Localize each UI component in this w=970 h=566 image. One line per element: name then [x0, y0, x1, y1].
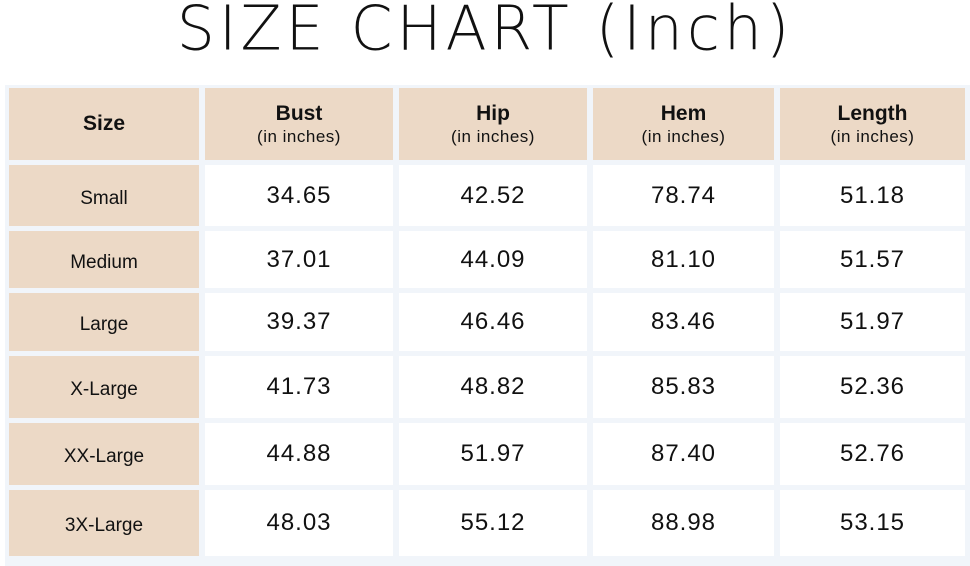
cell-value: 53.15: [839, 509, 906, 536]
cell-value: 37.01: [266, 245, 332, 273]
cell-value: 81.10: [650, 245, 717, 273]
size-label-cell: Small: [9, 165, 199, 226]
cell-value: 51.18: [839, 181, 906, 209]
cell-value: 44.88: [266, 440, 332, 467]
table-cell: 44.09: [399, 231, 587, 288]
cell-value: 78.74: [650, 181, 717, 209]
table-cell: 83.46: [593, 293, 774, 351]
cell-value: 88.98: [650, 509, 717, 536]
cell-value: 83.46: [650, 308, 717, 335]
table-cell: 53.15: [780, 490, 965, 556]
table-cell: 41.73: [205, 356, 393, 418]
size-label-cell: X-Large: [9, 356, 199, 418]
table-cell: 42.52: [399, 165, 587, 226]
size-label-cell: XX-Large: [9, 423, 199, 485]
header-label: Bust: [275, 101, 323, 125]
header-unit: (in inches): [641, 126, 726, 146]
header-cell-bust: Bust (in inches): [205, 88, 393, 160]
size-label-cell: 3X-Large: [9, 490, 199, 556]
cell-value: 87.40: [650, 440, 717, 467]
table-cell: 51.97: [399, 423, 587, 485]
table-cell: 88.98: [593, 490, 774, 556]
size-label: Small: [80, 187, 128, 209]
header-unit: (in inches): [451, 126, 535, 146]
table-cell: 52.76: [780, 423, 965, 485]
table-cell: 48.03: [205, 490, 393, 556]
table-cell: 51.57: [780, 231, 965, 288]
cell-value: 85.83: [650, 373, 717, 400]
table-cell: 34.65: [205, 165, 393, 226]
cell-value: 42.52: [460, 181, 526, 209]
header-label: Hem: [660, 101, 707, 125]
header-label: Length: [837, 101, 908, 125]
header-cell-hem: Hem (in inches): [593, 88, 774, 160]
table-cell: 52.36: [780, 356, 965, 418]
cell-value: 55.12: [460, 509, 526, 536]
size-label: X-Large: [70, 379, 138, 400]
cell-value: 48.82: [460, 373, 526, 400]
header-label: Hip: [476, 101, 510, 125]
size-label-cell: Medium: [9, 231, 199, 288]
cell-value: 46.46: [460, 308, 526, 335]
header-cell-size: Size: [9, 88, 199, 160]
table-cell: 46.46: [399, 293, 587, 351]
header-unit: (in inches): [257, 126, 341, 146]
table-cell: 85.83: [593, 356, 774, 418]
table-cell: 48.82: [399, 356, 587, 418]
header-cell-length: Length (in inches): [780, 88, 965, 160]
cell-value: 52.36: [839, 373, 906, 400]
cell-value: 44.09: [460, 245, 526, 273]
size-label: Medium: [70, 251, 138, 273]
table-cell: 87.40: [593, 423, 774, 485]
table-cell: 39.37: [205, 293, 393, 351]
page-title: SIZE CHART (Inch): [176, 0, 794, 65]
header-unit: (in inches): [830, 126, 915, 146]
cell-value: 51.97: [839, 308, 906, 335]
table-cell: 44.88: [205, 423, 393, 485]
cell-value: 51.97: [460, 440, 526, 467]
table-cell: 81.10: [593, 231, 774, 288]
cell-value: 51.57: [839, 245, 906, 273]
table-cell: 51.97: [780, 293, 965, 351]
header-cell-hip: Hip (in inches): [399, 88, 587, 160]
table-cell: 55.12: [399, 490, 587, 556]
header-label: Size: [82, 112, 126, 135]
size-table: Size Bust (in inches) Hip (in inches) Hem (in …: [5, 85, 970, 566]
table-cell: 78.74: [593, 165, 774, 226]
size-label: Large: [79, 314, 129, 335]
cell-value: 52.76: [839, 440, 906, 467]
size-label: XX-Large: [63, 446, 145, 467]
cell-value: 48.03: [266, 509, 332, 536]
table-cell: 37.01: [205, 231, 393, 288]
cell-value: 39.37: [266, 308, 332, 335]
cell-value: 41.73: [266, 373, 332, 400]
table-cell: 51.18: [780, 165, 965, 226]
cell-value: 34.65: [266, 181, 332, 209]
size-label-cell: Large: [9, 293, 199, 351]
size-label: 3X-Large: [64, 515, 144, 536]
